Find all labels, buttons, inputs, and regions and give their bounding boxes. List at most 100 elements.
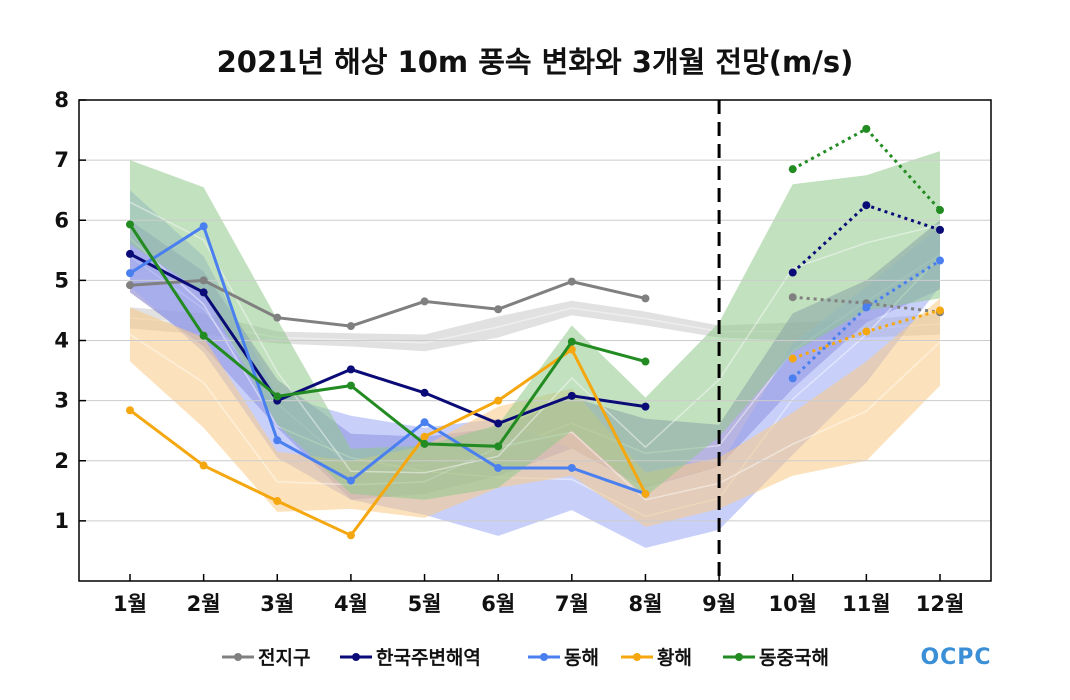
- x-tick-label: 6월: [481, 592, 515, 616]
- point-동해: [567, 463, 576, 472]
- legend-label: 동중국해: [759, 647, 829, 669]
- point-황해: [346, 531, 355, 540]
- legend-label: 동해: [564, 647, 599, 669]
- point-한국주변해역: [641, 402, 650, 411]
- point-황해: [273, 497, 282, 506]
- point-동중국해: [126, 220, 134, 229]
- point-동중국해: [862, 124, 871, 133]
- legend-marker: [540, 653, 548, 661]
- point-전지구: [420, 297, 429, 306]
- point-전지구: [346, 322, 355, 331]
- y-tick-label: 3: [54, 389, 69, 413]
- point-동중국해: [641, 357, 650, 366]
- point-동중국해: [494, 442, 503, 451]
- point-전지구: [199, 276, 208, 285]
- legend-marker: [234, 653, 242, 661]
- y-tick-label: 4: [54, 329, 69, 353]
- y-tick-label: 2: [54, 449, 69, 473]
- series-lines: [126, 124, 944, 540]
- point-황해: [862, 327, 871, 336]
- y-tick-label: 6: [54, 208, 69, 232]
- point-전지구: [788, 293, 797, 302]
- legend-label: 전지구: [258, 647, 310, 669]
- point-황해: [788, 354, 797, 363]
- ocpc-logo: OCPC: [920, 645, 991, 670]
- line-observed-전지구: [129, 278, 646, 328]
- x-tick-label: 9월: [702, 592, 736, 616]
- x-tick-label: 7월: [555, 592, 589, 616]
- point-동해: [936, 256, 944, 265]
- point-황해: [420, 432, 429, 441]
- point-황해: [641, 489, 650, 498]
- point-동해: [420, 418, 429, 427]
- point-황해: [494, 396, 503, 405]
- point-한국주변해역: [199, 288, 208, 297]
- point-동해: [788, 374, 797, 383]
- x-tick-label: 12월: [916, 592, 965, 616]
- point-황해: [567, 345, 576, 354]
- point-전지구: [126, 281, 134, 290]
- x-tick-label: 3월: [260, 592, 294, 616]
- line-observed-한국주변해역: [129, 252, 646, 426]
- point-동중국해: [936, 206, 944, 215]
- point-동중국해: [346, 381, 355, 390]
- point-동해: [126, 269, 134, 278]
- point-동해: [346, 476, 355, 485]
- legend-marker: [633, 653, 641, 661]
- chart-title: 2021년 해상 10m 풍속 변화와 3개월 전망(m/s): [217, 45, 854, 79]
- point-전지구: [567, 277, 576, 286]
- x-tick-label: 8월: [628, 592, 662, 616]
- x-tick-label: 5월: [408, 592, 442, 616]
- point-황해: [126, 406, 134, 415]
- x-tick-label: 1월: [113, 592, 147, 616]
- y-tick-label: 8: [54, 88, 69, 112]
- band-mean-동중국해: [129, 201, 941, 474]
- point-전지구: [273, 313, 282, 322]
- line-observed-동해: [129, 224, 646, 496]
- legend-label: 한국주변해역: [376, 647, 481, 669]
- point-한국주변해역: [346, 365, 355, 374]
- x-tick-label: 4월: [334, 592, 368, 616]
- ocpc-logo-text: OCPC: [920, 645, 991, 670]
- band-전지구: [130, 300, 940, 352]
- point-한국주변해역: [788, 268, 797, 277]
- point-동중국해: [199, 331, 208, 340]
- point-한국주변해역: [862, 201, 871, 210]
- point-한국주변해역: [494, 419, 503, 428]
- x-tick-label: 11월: [842, 592, 891, 616]
- y-tick-label: 5: [54, 268, 69, 292]
- point-동중국해: [567, 337, 576, 346]
- legend-marker: [352, 653, 360, 661]
- point-동해: [199, 222, 208, 231]
- band-동중국해: [130, 151, 940, 500]
- point-황해: [199, 461, 208, 470]
- y-tick-label: 1: [54, 509, 69, 533]
- series-동중국해: [126, 124, 944, 451]
- point-한국주변해역: [567, 391, 576, 400]
- point-전지구: [494, 305, 503, 314]
- legend: 전지구 한국주변해역 동해 황해 동중국해: [222, 646, 829, 669]
- x-tick-label: 10월: [768, 592, 817, 616]
- legend-marker: [735, 653, 743, 661]
- x-axis: 1월 2월 3월 4월 5월 6월 7월 8월 9월 10월 11월 12월: [113, 574, 964, 616]
- x-tick-label: 2월: [187, 592, 221, 616]
- legend-label: 황해: [657, 646, 692, 669]
- point-한국주변해역: [126, 249, 134, 258]
- point-동해: [862, 303, 871, 312]
- point-동중국해: [273, 392, 282, 401]
- series-전지구: [126, 276, 944, 331]
- grid-lines: [79, 99, 991, 522]
- point-동중국해: [420, 439, 429, 448]
- point-동해: [273, 436, 282, 445]
- point-한국주변해역: [936, 225, 944, 234]
- line-observed-동중국해: [128, 223, 646, 448]
- y-tick-label: 7: [54, 148, 69, 172]
- y-axis: 1 2 3 4 5 6 7 8: [54, 88, 86, 533]
- line-forecast-동중국해: [791, 127, 942, 212]
- point-동중국해: [788, 165, 797, 174]
- point-한국주변해역: [420, 388, 429, 397]
- point-황해: [936, 306, 944, 315]
- point-동해: [494, 463, 503, 472]
- point-전지구: [641, 294, 650, 303]
